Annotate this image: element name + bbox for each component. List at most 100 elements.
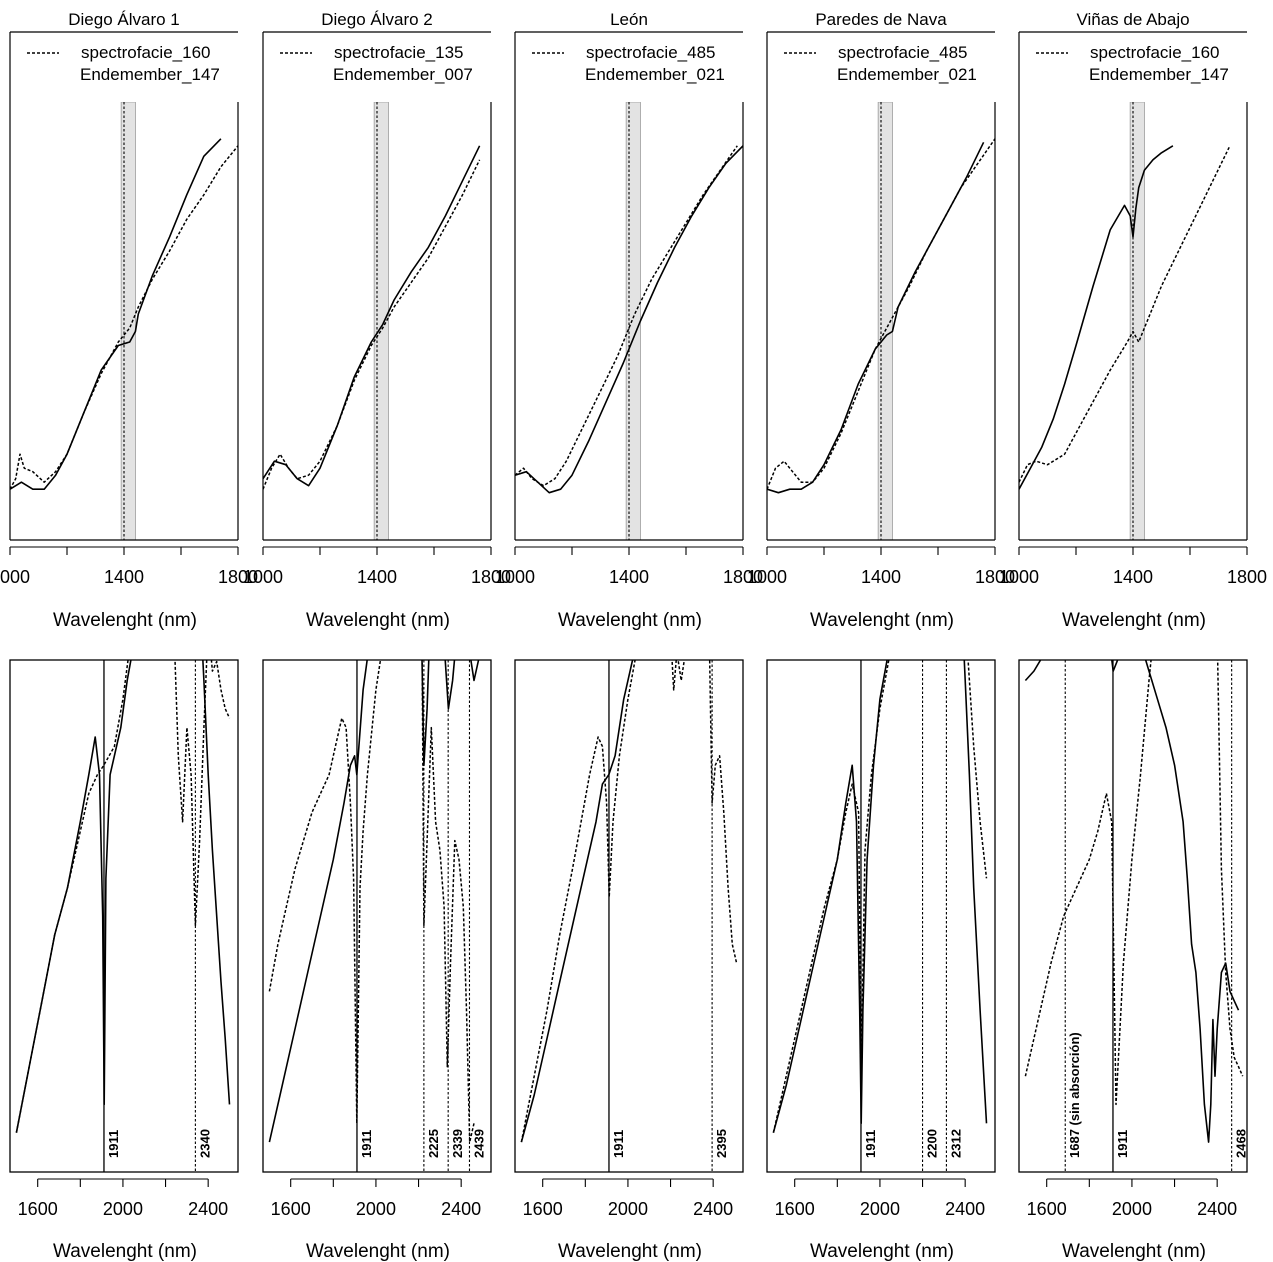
x-tick-label: 2400 <box>693 1199 733 1219</box>
x-tick-label: 1000 <box>243 567 283 587</box>
x-tick-label: 1600 <box>523 1199 563 1219</box>
frame <box>766 659 996 1173</box>
x-axis-label: Wavelenght (nm) <box>1062 1241 1206 1262</box>
x-tick-label: 2000 <box>1112 1199 1152 1219</box>
vline-label-2468: 2468 <box>1234 1129 1249 1158</box>
x-axis-label: Wavelenght (nm) <box>810 610 954 631</box>
x-axis-label: Wavelenght (nm) <box>53 1241 197 1262</box>
legend-entry: Endemember_021 <box>585 65 725 84</box>
series-endemember-line <box>767 141 985 494</box>
shaded-band <box>373 102 389 540</box>
series-spectrofacie-line <box>263 159 481 490</box>
x-tick-label: 1600 <box>271 1199 311 1219</box>
x-axis-label: Wavelenght (nm) <box>558 610 702 631</box>
shaded-band <box>625 102 641 540</box>
x-axis-label: Wavelenght (nm) <box>558 1241 702 1262</box>
x-tick-label: 2400 <box>188 1199 228 1219</box>
vline-label-2339: 2339 <box>450 1129 465 1158</box>
panel-title: Diego Álvaro 2 <box>321 10 433 29</box>
legend-entry: spectrofacie_135 <box>334 43 463 62</box>
series-spectrofacie-line <box>1019 145 1231 483</box>
x-tick-label: 1000 <box>495 567 535 587</box>
vline-label-1687: 1687 (sin absorción) <box>1067 1032 1082 1158</box>
legend-entry: Endemember_007 <box>333 65 473 84</box>
x-tick-label: 1800 <box>471 567 511 587</box>
vline-label-2395: 2395 <box>714 1129 729 1158</box>
frame <box>262 659 492 1173</box>
x-tick-label: 1000 <box>999 567 1039 587</box>
x-tick-label: 1600 <box>775 1199 815 1219</box>
panel-title: Paredes de Nava <box>815 10 947 29</box>
panel-title: León <box>610 10 648 29</box>
panel-1: 1000 1400 1800 Wavelenght (nm) Diego Álvaro … <box>0 10 258 631</box>
legend-entry: Endemember_021 <box>837 65 977 84</box>
series-endemember-line <box>772 660 988 1133</box>
shaded-band <box>120 102 136 540</box>
legend-entry: spectrofacie_485 <box>586 43 715 62</box>
x-tick-label: 2000 <box>608 1199 648 1219</box>
series-spectrofacie-line <box>10 145 238 490</box>
panel-4: 1000 1400 1800 Wavelenght (nm) Paredes de Na… <box>747 10 1015 631</box>
frame <box>1018 659 1248 1173</box>
series-spectrofacie-line <box>767 138 995 490</box>
series-endemember-line <box>515 145 743 494</box>
vline-label-2340: 2340 <box>197 1129 212 1158</box>
vline-label-2312: 2312 <box>948 1129 963 1158</box>
series-spectrofacie-line <box>268 660 475 1143</box>
panel-title: Viñas de Abajo <box>1076 10 1189 29</box>
x-tick-label: 1400 <box>104 567 144 587</box>
series-spectrofacie-line <box>772 660 988 1133</box>
x-tick-label: 1000 <box>0 567 30 587</box>
x-tick-label: 1600 <box>18 1199 58 1219</box>
x-tick-label: 1600 <box>1027 1199 1067 1219</box>
series-endemember-line <box>10 138 222 490</box>
frame <box>9 659 239 1173</box>
x-tick-label: 1800 <box>1227 567 1267 587</box>
legend-entry: spectrofacie_485 <box>838 43 967 62</box>
shaded-band <box>877 102 893 540</box>
x-tick-label: 1800 <box>975 567 1015 587</box>
x-tick-label: 2000 <box>103 1199 143 1219</box>
vline-label-2225: 2225 <box>426 1129 441 1158</box>
x-tick-label: 1400 <box>861 567 901 587</box>
x-tick-label: 1800 <box>723 567 763 587</box>
panel-9: 1911 2200 2312 1600 2000 2400 Wavelenght (nm) <box>766 659 996 1262</box>
vline-label-1911: 1911 <box>359 1130 374 1158</box>
vline-label-1911: 1911 <box>106 1130 121 1158</box>
vline-label-1911: 1911 <box>863 1130 878 1158</box>
x-tick-label: 2400 <box>1197 1199 1237 1219</box>
x-tick-label: 1400 <box>1113 567 1153 587</box>
legend-entry: Endemember_147 <box>1089 65 1229 84</box>
panel-8: 1911 2395 1600 2000 2400 Wavelenght (nm) <box>514 659 744 1262</box>
x-axis-label: Wavelenght (nm) <box>1062 610 1206 631</box>
panel-3: 1000 1400 1800 Wavelenght (nm) León spectrofa… <box>495 10 763 631</box>
panel-2: 1000 1400 1800 Wavelenght (nm) Diego Álvaro … <box>243 10 511 631</box>
legend-entry: spectrofacie_160 <box>81 43 210 62</box>
x-tick-label: 1400 <box>357 567 397 587</box>
x-tick-label: 1000 <box>747 567 787 587</box>
series-endemember-line <box>520 660 634 1143</box>
series-endemember-line <box>268 660 480 1143</box>
panel-10: 1687 (sin absorción) 1911 2468 1600 2000 2400… <box>1018 659 1249 1262</box>
series-endemember-line <box>263 145 481 487</box>
series-spectrofacie-line <box>520 660 738 1143</box>
x-axis-label: Wavelenght (nm) <box>306 610 450 631</box>
x-axis-label: Wavelenght (nm) <box>306 1241 450 1262</box>
x-tick-label: 1800 <box>218 567 258 587</box>
series-spectrofacie-line <box>1024 660 1244 1106</box>
panel-title: Diego Álvaro 1 <box>68 10 180 29</box>
series-endemember-line <box>1019 145 1174 490</box>
legend-entry: Endemember_147 <box>80 65 220 84</box>
series-spectrofacie-line <box>15 660 231 1133</box>
x-tick-label: 2000 <box>860 1199 900 1219</box>
x-tick-label: 2400 <box>945 1199 985 1219</box>
x-tick-label: 1400 <box>609 567 649 587</box>
x-axis-label: Wavelenght (nm) <box>810 1241 954 1262</box>
panel-5: 1000 1400 1800 Wavelenght (nm) Viñas de Abaj… <box>999 10 1267 631</box>
vline-label-1911: 1911 <box>611 1130 626 1158</box>
shaded-band <box>1129 102 1145 540</box>
panel-7: 1911 2225 2339 2439 1600 2000 2400 Wavelenght (… <box>262 659 492 1262</box>
x-tick-label: 2000 <box>356 1199 396 1219</box>
vline-label-2200: 2200 <box>925 1129 940 1158</box>
